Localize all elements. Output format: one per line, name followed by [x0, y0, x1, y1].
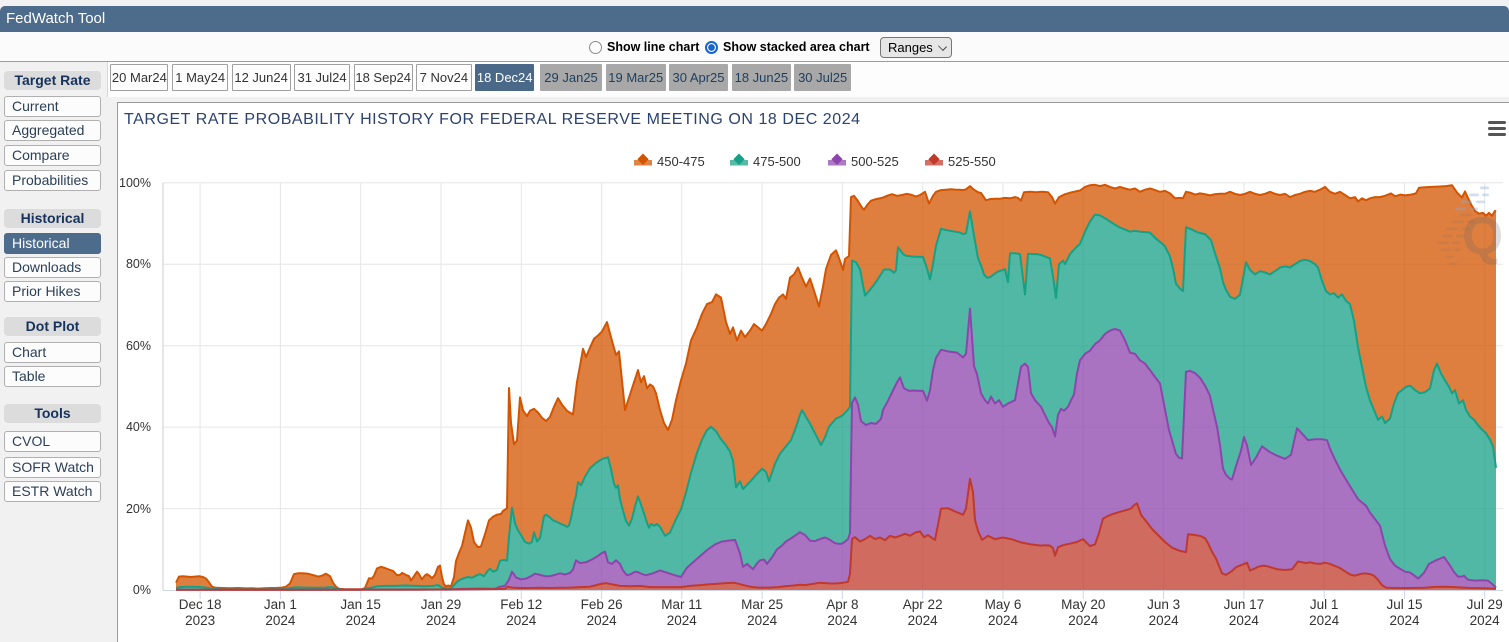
svg-text:Q: Q	[1462, 207, 1503, 266]
